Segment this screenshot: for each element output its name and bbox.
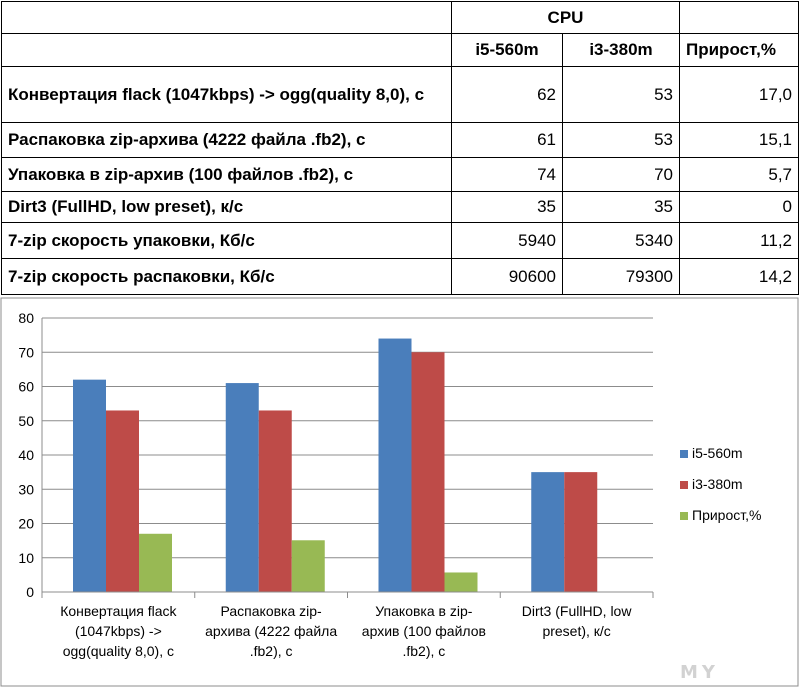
header-group-cpu: CPU	[451, 1, 680, 34]
row-label: Распаковка zip-архива (4222 файла .fb2),…	[1, 122, 452, 158]
y-tick-label: 20	[18, 516, 34, 532]
y-tick-label: 30	[18, 481, 34, 497]
row-label: Конвертация flack (1047kbps) -> ogg(qual…	[1, 66, 452, 123]
row-label: 7-zip скорость упаковки, Кб/с	[1, 222, 452, 259]
cell-gain: 0	[679, 191, 799, 223]
legend-label: i3-380m	[692, 476, 743, 492]
results-table-container: CPU i5-560m i3-380m Прирост,% Конвертаци…	[0, 0, 800, 296]
row-label: 7-zip скорость распаковки, Кб/с	[1, 258, 452, 295]
table-row: 7-zip скорость распаковки, Кб/с 90600 79…	[1, 258, 799, 295]
legend-label: i5-560m	[692, 445, 743, 461]
cell-i3: 79300	[562, 258, 680, 295]
legend: i5-560m i3-380m Прирост,%	[680, 445, 761, 523]
watermark-text: MY	[680, 662, 719, 683]
y-tick-label: 10	[18, 550, 34, 566]
cell-i5: 62	[451, 66, 563, 123]
bar-chart-svg: 0 10 20 30 40 50 60 70 80 Конвертация flack (1047…	[0, 297, 799, 687]
bar	[378, 338, 412, 592]
cell-i3: 35	[562, 191, 680, 223]
table-corner-cell	[1, 1, 452, 34]
x-category-label-line: архива (4222 файла	[205, 623, 337, 639]
x-category-label-line: Упаковка в zip-	[375, 603, 472, 619]
table-header-row: i5-560m i3-380m Прирост,%	[1, 33, 799, 67]
bar	[291, 540, 325, 592]
cell-i5: 61	[451, 122, 563, 158]
cell-i3: 5340	[562, 222, 680, 259]
cell-gain: 14,2	[679, 258, 799, 295]
x-category-label-line: .fb2), с	[402, 643, 445, 659]
x-category-label: Упаковка в zip-архив (100 файлов .fb2), с	[362, 603, 486, 659]
table-row: Распаковка zip-архива (4222 файла .fb2),…	[1, 122, 799, 158]
cell-gain: 15,1	[679, 122, 799, 158]
legend-swatch	[680, 512, 688, 520]
x-category-label-line: Распаковка zip-	[221, 603, 323, 619]
x-category-label-line: ogg(quality 8,0), с	[63, 643, 174, 659]
table-row: Dirt3 (FullHD, low preset), к/с 35 35 0	[1, 191, 799, 223]
y-tick-labels: 0 10 20 30 40 50 60 70 80	[18, 310, 34, 600]
bar	[73, 379, 106, 592]
legend-swatch	[680, 481, 688, 489]
bar	[531, 472, 565, 592]
legend-swatch	[680, 450, 688, 458]
y-tick-label: 50	[18, 413, 34, 429]
table-row: Упаковка в zip-архив (100 файлов .fb2), …	[1, 157, 799, 192]
cell-i5: 5940	[451, 222, 563, 259]
cell-i5: 35	[451, 191, 563, 223]
bar	[139, 533, 172, 592]
table-header-group-row: CPU	[1, 1, 799, 34]
table-empty-header-cell	[679, 1, 799, 34]
y-tick-label: 40	[18, 447, 34, 463]
y-tick-label: 0	[26, 584, 34, 600]
results-table: CPU i5-560m i3-380m Прирост,% Конвертаци…	[1, 1, 799, 295]
row-label: Упаковка в zip-архив (100 файлов .fb2), …	[1, 157, 452, 192]
x-category-label-line: Конвертация flack	[60, 603, 177, 619]
bar-chart: 0 10 20 30 40 50 60 70 80 Конвертация flack (1047…	[0, 297, 800, 687]
bars	[73, 338, 598, 592]
col-header-i3: i3-380m	[562, 33, 680, 67]
cell-gain: 11,2	[679, 222, 799, 259]
x-category-label-line: (1047kbps) ->	[75, 623, 162, 639]
cell-i3: 53	[562, 122, 680, 158]
bar	[106, 410, 139, 592]
row-label: Dirt3 (FullHD, low preset), к/с	[1, 191, 452, 223]
x-category-label-line: .fb2), с	[250, 643, 293, 659]
bar	[444, 572, 478, 592]
y-tick-label: 60	[18, 379, 34, 395]
x-category-label-line: архив (100 файлов	[362, 623, 486, 639]
table-empty-label-header	[1, 33, 452, 67]
cell-i3: 70	[562, 157, 680, 192]
cell-i5: 74	[451, 157, 563, 192]
cell-i5: 90600	[451, 258, 563, 295]
table-row: 7-zip скорость упаковки, Кб/с 5940 5340 …	[1, 222, 799, 259]
cell-gain: 5,7	[679, 157, 799, 192]
x-category-label: Dirt3 (FullHD, low preset), к/с	[522, 603, 633, 639]
cell-gain: 17,0	[679, 66, 799, 123]
bar	[225, 383, 259, 592]
x-category-label-line: preset), к/с	[542, 623, 610, 639]
col-header-gain: Прирост,%	[679, 33, 799, 67]
table-row: Конвертация flack (1047kbps) -> ogg(qual…	[1, 66, 799, 123]
bar	[411, 352, 445, 592]
cell-i3: 53	[562, 66, 680, 123]
legend-label: Прирост,%	[692, 507, 761, 523]
bar	[564, 472, 598, 592]
col-header-i5: i5-560m	[451, 33, 563, 67]
bar	[258, 410, 292, 592]
x-category-label: Конвертация flack (1047kbps) -> ogg(qualit…	[60, 603, 177, 659]
x-category-label-line: Dirt3 (FullHD, low	[522, 603, 633, 619]
y-tick-label: 80	[18, 310, 34, 326]
x-category-labels: Конвертация flack (1047kbps) -> ogg(qualit…	[60, 603, 632, 659]
y-tick-label: 70	[18, 344, 34, 360]
axes	[41, 318, 654, 598]
x-category-label: Распаковка zip-архива (4222 файла .fb2), …	[205, 603, 337, 659]
